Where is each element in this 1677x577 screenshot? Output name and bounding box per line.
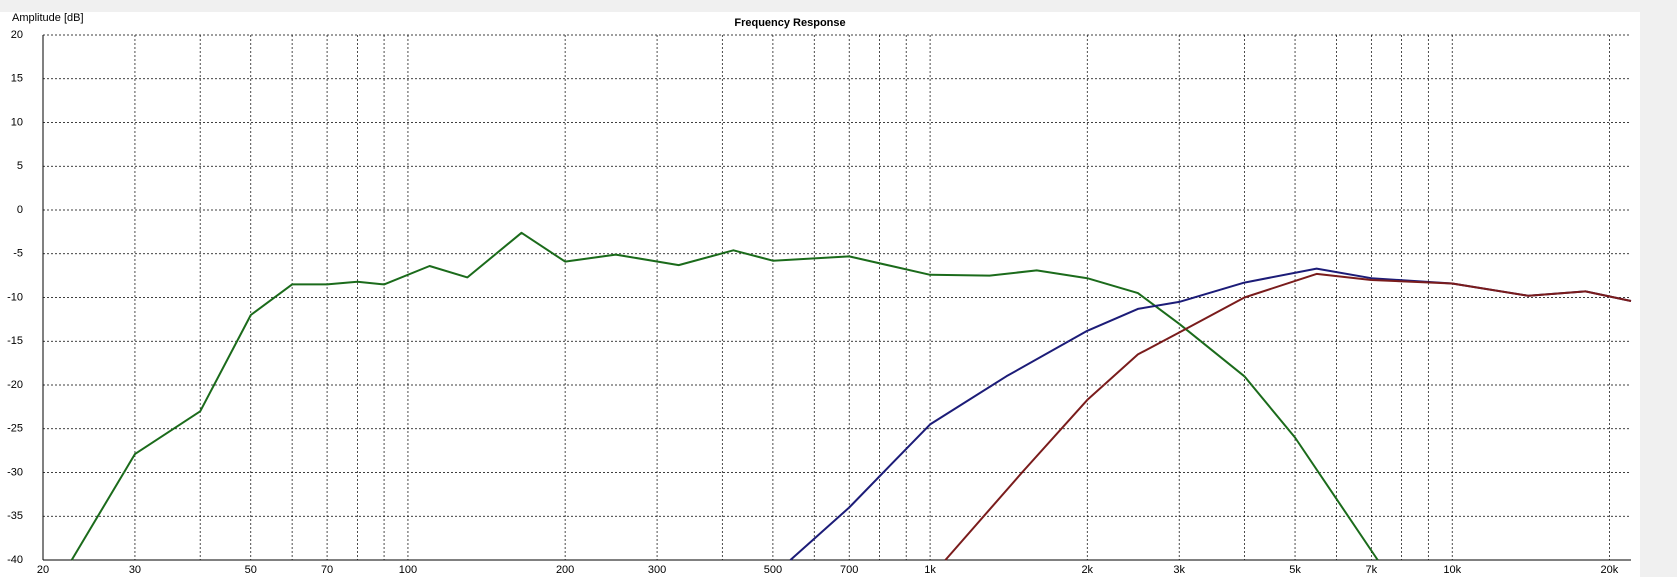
x-tick-label: 10k	[1443, 564, 1461, 576]
y-tick-label: -5	[13, 248, 23, 260]
y-tick-label: -25	[7, 423, 23, 435]
x-tick-label: 500	[764, 564, 782, 576]
side-panel	[1640, 12, 1677, 577]
chart-title: Frequency Response	[734, 17, 845, 29]
x-tick-label: 20k	[1601, 564, 1619, 576]
y-tick-label: -20	[7, 379, 23, 391]
top-bar	[0, 0, 1677, 12]
y-tick-label: 5	[17, 160, 23, 172]
x-tick-label: 3k	[1173, 564, 1185, 576]
y-tick-label: -10	[7, 291, 23, 303]
x-tick-label: 700	[840, 564, 858, 576]
x-tick-label: 200	[556, 564, 574, 576]
series-line	[944, 272, 1632, 561]
y-axis-label: Amplitude [dB]	[12, 12, 84, 24]
y-tick-label: 10	[11, 116, 23, 128]
x-tick-label: 1k	[924, 564, 936, 576]
y-tick-label: -35	[7, 510, 23, 522]
x-tick-label: 20	[37, 564, 49, 576]
x-tick-label: 50	[245, 564, 257, 576]
y-tick-label: -15	[7, 335, 23, 347]
y-tick-label: -40	[7, 554, 23, 566]
series-line	[70, 231, 1379, 561]
y-tick-label: -30	[7, 466, 23, 478]
y-tick-label: 20	[11, 29, 23, 41]
x-tick-label: 70	[321, 564, 333, 576]
x-tick-label: 2k	[1081, 564, 1093, 576]
x-tick-label: 300	[648, 564, 666, 576]
y-tick-label: 0	[17, 204, 23, 216]
x-tick-label: 7k	[1366, 564, 1378, 576]
y-tick-label: 15	[11, 73, 23, 85]
x-tick-label: 30	[129, 564, 141, 576]
x-tick-label: 5k	[1289, 564, 1301, 576]
x-tick-label: 100	[399, 564, 417, 576]
